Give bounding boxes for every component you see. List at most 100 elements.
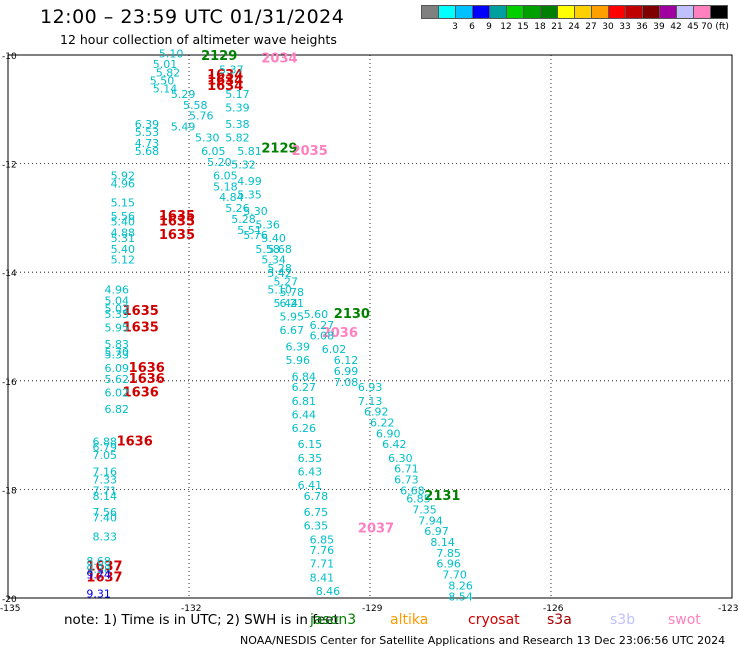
wave-height-label: 5.18 [213,180,238,193]
wave-height-label: 6.02 [105,387,129,400]
wave-height-label: 5.51 [237,224,262,237]
wave-height-label: 6.43 [298,465,323,478]
wave-height-label: 5.92 [111,169,136,182]
wave-height-label: 9.74 [86,569,111,582]
wave-height-label: 7.13 [358,395,383,408]
wave-height-label: 7.05 [92,449,117,462]
wave-height-label: 5.39 [225,102,250,115]
pass-time-label: 1637 [86,570,122,585]
wave-height-label: 5.76 [243,229,267,242]
wave-height-label: 5.70 [105,346,129,359]
wave-height-label: 6.99 [334,365,359,378]
wave-height-label: 5.58 [183,99,208,112]
pass-time-label: 1635 [123,321,159,336]
wave-height-label: 5.60 [304,308,329,321]
y-tick-label: -12 [2,161,17,171]
wave-height-label: 5.10 [267,283,292,296]
colorbar-label: 9 [486,22,492,32]
wave-height-label: 5.17 [225,88,250,101]
pass-time-label: 1635 [159,209,195,224]
footer-credit: NOAA/NESDIS Center for Satellite Applica… [240,634,726,647]
wave-height-label: 5.42 [267,267,292,280]
pass-time-label: 1636 [123,386,159,401]
wave-height-label: 5.28 [231,213,256,226]
colorbar-label: 3 [452,22,458,32]
chart-title: 12:00 – 23:59 UTC 01/31/2024 [40,6,345,28]
wave-height-label: 6.92 [364,406,389,419]
colorbar-label: 36 [636,22,648,32]
satellite-legend-item: cryosat [468,612,520,628]
wave-height-label: 5.33 [105,349,129,362]
footer-note: note: 1) Time is in UTC; 2) SWH is in fe… [64,612,339,628]
satellite-legend-item: swot [668,612,701,628]
wave-height-label: 5.95 [280,311,305,324]
wave-height-label: 5.44 [273,297,298,310]
wave-height-label: 5.34 [261,254,286,267]
wave-height-label: 7.85 [436,547,461,560]
wave-height-label: 5.30 [243,205,267,218]
wave-height-label: 8.14 [92,490,117,503]
pass-time-label: 2037 [358,521,394,536]
wave-height-label: 6.68 [400,484,425,497]
wave-height-label: 6.05 [213,169,238,182]
wave-height-label: 5.40 [111,216,136,229]
wave-height-label: 6.27 [310,319,335,332]
y-tick-label: -16 [2,378,17,388]
wave-height-label: 6.85 [310,533,335,546]
colorbar-label: 45 [687,22,699,32]
x-tick-label: -123 [718,604,738,614]
y-tick-label: -18 [2,486,17,496]
pass-time-label: 1635 [159,228,195,243]
wave-height-label: 5.31 [111,232,136,245]
wave-height-label: 5.15 [111,197,136,210]
pass-time-label: 1636 [117,435,153,450]
x-tick-label: -132 [181,604,201,614]
wave-height-label: 6.44 [292,408,317,421]
wave-height-label: 6.35 [298,452,323,465]
pass-time-label: 1634 [207,79,243,94]
wave-height-label: 6.09 [105,362,129,375]
colorbar-label: 42 [670,22,682,32]
wave-height-label: 8.46 [316,585,341,598]
wave-height-label: 5.29 [171,88,196,101]
wave-height-label: 7.70 [442,569,467,582]
wave-height-label: 5.35 [237,188,262,201]
colorbar-label: 30 [602,22,614,32]
wave-height-label: 5.58 [255,243,280,256]
wave-height-label: 6.97 [424,525,449,538]
wave-height-label: 7.16 [92,465,117,478]
pass-time-label: 1635 [159,215,195,230]
wave-height-label: 5.38 [225,118,250,131]
wave-height-label: 7.94 [418,514,443,527]
wave-height-label: 5.56 [111,210,136,223]
wave-height-label: 7.76 [310,544,335,557]
wave-height-label: 5.32 [231,159,256,172]
wave-height-label: 8.54 [448,590,473,603]
satellite-legend-item: altika [390,612,429,628]
colorbar-label: 15 [517,22,529,32]
wave-height-label: 8.14 [430,536,455,549]
pass-time-label: 2129 [201,49,237,64]
pass-time-label: 2034 [261,52,297,67]
satellite-legend-item: s3b [610,612,636,628]
wave-height-label: 6.21 [280,297,305,310]
wave-height-label: 8.26 [448,579,473,592]
wave-height-label: 5.76 [189,110,214,123]
wave-height-label: 5.04 [105,294,129,307]
wave-height-label: 4.88 [111,226,136,239]
wave-height-label: 6.73 [394,474,419,487]
wave-height-label: 5.02 [105,302,129,315]
satellite-legend-item: s3a [547,612,572,628]
wave-height-label: 7.71 [92,484,117,497]
wave-height-label: 6.71 [394,463,419,476]
wave-height-label: 5.27 [273,275,298,288]
wave-height-label: 5.81 [237,145,262,158]
pass-time-label: 2129 [261,141,297,156]
wave-height-label: 5.30 [195,131,220,144]
pass-time-label: 1634 [207,68,243,83]
colorbar-label: 21 [551,22,563,32]
wave-height-label: 7.56 [92,506,117,519]
wave-height-label: 6.78 [304,490,329,503]
wave-height-label: 5.12 [111,254,136,267]
wave-height-label: 6.93 [358,381,383,394]
